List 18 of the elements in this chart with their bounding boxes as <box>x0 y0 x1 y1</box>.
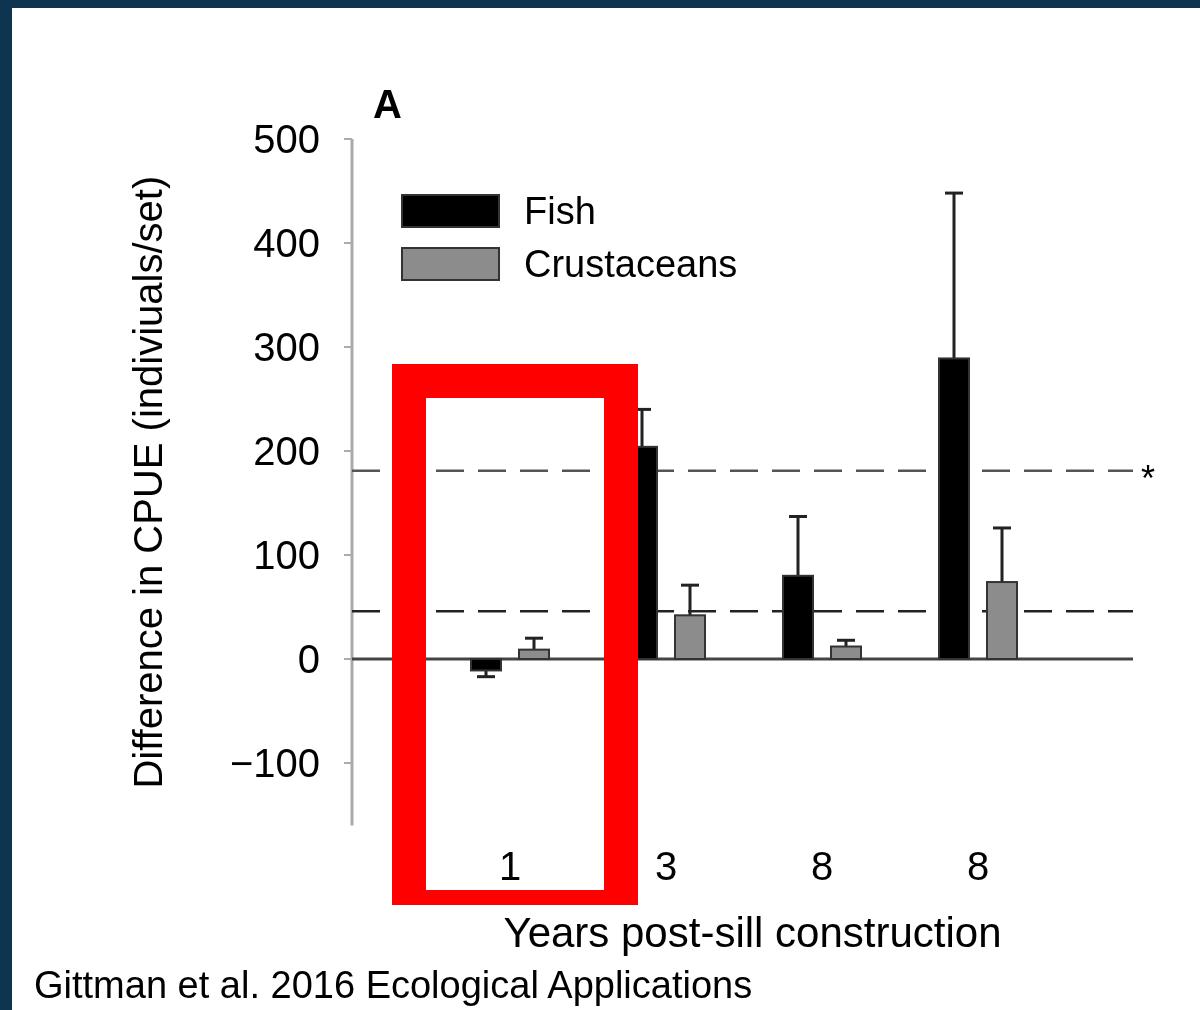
legend-label: Crustaceans <box>524 243 738 286</box>
x-axis-title: Years post-sill construction <box>503 909 1002 956</box>
text: A <box>373 82 402 126</box>
x-tick-label: 1 <box>498 844 522 888</box>
legend-label: Fish <box>524 190 596 233</box>
text: Gittman et al. 2016 Ecological Applications <box>34 964 753 1006</box>
y-tick-label: 500 <box>253 117 320 161</box>
x-tick-label: 3 <box>654 844 678 888</box>
y-axis-title: Difference in CPUE (indiviuals/set) <box>126 175 170 789</box>
y-tick-label: −100 <box>229 741 320 785</box>
y-tick-label: 400 <box>253 221 320 265</box>
ref-line-label: * <box>1141 457 1156 499</box>
x-tick-label: 8 <box>810 844 834 888</box>
y-tick-label: 200 <box>253 429 320 473</box>
x-tick-label: 8 <box>966 844 990 888</box>
y-tick-label: 0 <box>297 637 320 681</box>
y-tick-label: 300 <box>253 325 320 369</box>
y-tick-label: 100 <box>253 533 320 577</box>
